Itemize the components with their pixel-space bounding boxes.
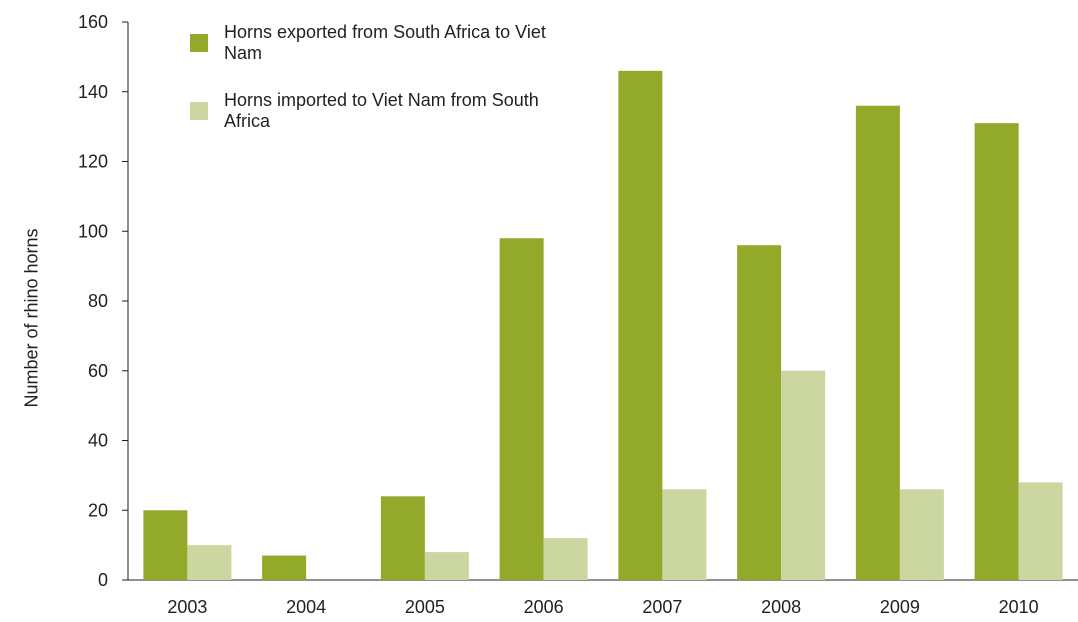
legend: Horns exported from South Africa to Viet… xyxy=(190,22,550,132)
bars xyxy=(143,70,1063,580)
bar-imported-2003 xyxy=(187,545,232,580)
x-tick-label: 2004 xyxy=(286,597,326,617)
y-tick-label: 0 xyxy=(98,570,108,590)
legend-label-exported: Horns exported from South Africa to Viet… xyxy=(224,22,546,63)
y-tick-label: 160 xyxy=(78,12,108,32)
legend-swatch-exported xyxy=(190,34,208,52)
y-tick-labels: 0 20 40 60 80 100 120 140 160 xyxy=(78,12,108,590)
y-tick-label: 80 xyxy=(88,291,108,311)
x-tick-label: 2003 xyxy=(167,597,207,617)
x-tick-label: 2006 xyxy=(524,597,564,617)
x-tick-label: 2007 xyxy=(642,597,682,617)
bar-imported-2008 xyxy=(781,370,826,580)
bar-imported-2007 xyxy=(662,489,707,580)
bar-exported-2006 xyxy=(499,238,544,580)
x-tick-label: 2010 xyxy=(999,597,1039,617)
x-tick-label: 2005 xyxy=(405,597,445,617)
bar-exported-2007 xyxy=(618,70,663,580)
legend-label-imported: Horns imported to Viet Nam from South Af… xyxy=(224,90,539,131)
bar-imported-2006 xyxy=(543,538,588,580)
y-axis-label: Number of rhino horns xyxy=(21,228,42,408)
bar-imported-2009 xyxy=(899,489,944,580)
bar-imported-2010 xyxy=(1018,482,1063,580)
y-tick-label: 100 xyxy=(78,221,108,241)
y-tick-label: 120 xyxy=(78,152,108,172)
bar-exported-2008 xyxy=(737,245,782,580)
bar-exported-2005 xyxy=(380,496,425,580)
legend-item-imported: Horns imported to Viet Nam from South Af… xyxy=(190,90,550,132)
y-tick-label: 60 xyxy=(88,361,108,381)
y-tick-label: 20 xyxy=(88,500,108,520)
bar-exported-2003 xyxy=(143,510,188,580)
bar-exported-2004 xyxy=(262,555,307,580)
y-tick-label: 40 xyxy=(88,431,108,451)
x-tick-label: 2008 xyxy=(761,597,801,617)
legend-swatch-imported xyxy=(190,102,208,120)
bar-exported-2009 xyxy=(855,105,900,580)
x-tick-label: 2009 xyxy=(880,597,920,617)
bar-imported-2005 xyxy=(424,552,469,580)
legend-item-exported: Horns exported from South Africa to Viet… xyxy=(190,22,550,64)
y-tick-label: 140 xyxy=(78,82,108,102)
x-tick-labels: 2003 2004 2005 2006 2007 2008 2009 2010 xyxy=(167,597,1038,617)
bar-exported-2010 xyxy=(974,123,1019,580)
